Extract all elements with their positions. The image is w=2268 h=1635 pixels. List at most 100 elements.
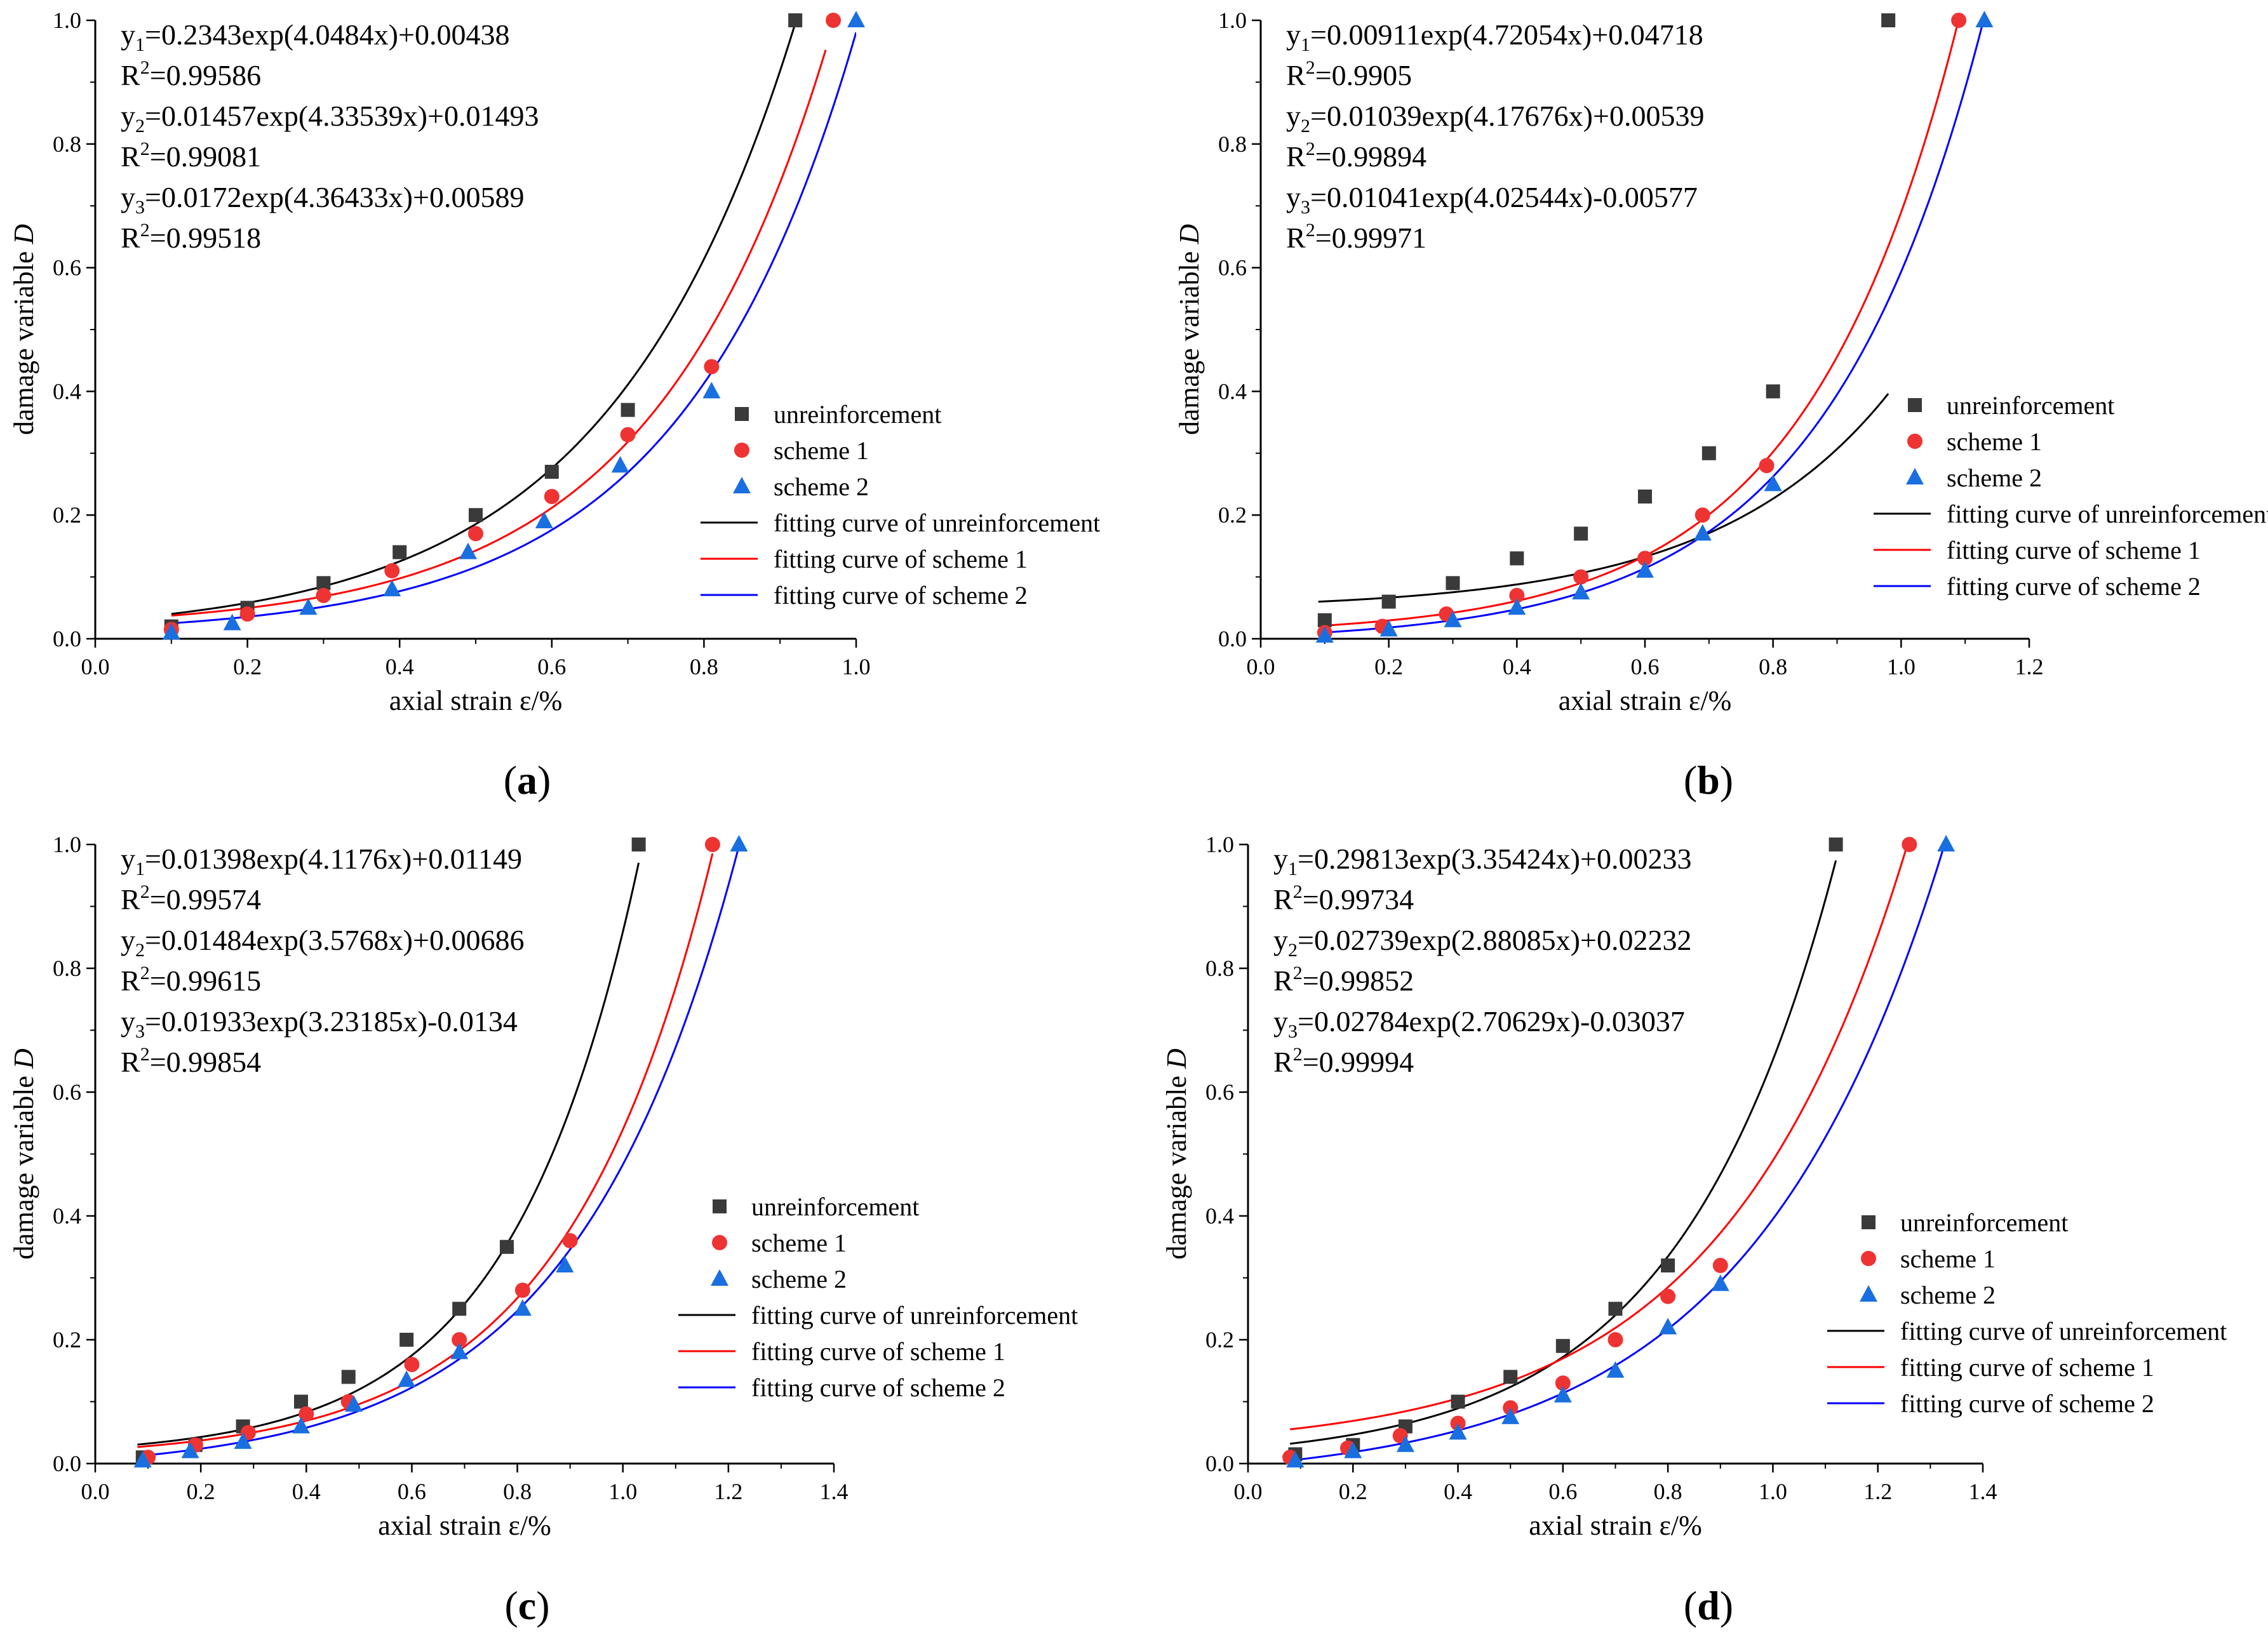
data-point-series-2 [1636,561,1654,578]
data-point-series-0 [399,1333,414,1347]
data-point-series-1 [1902,837,1917,852]
fit-equation: R2=0.99734 [1273,881,1414,916]
data-point-series-1 [239,606,255,622]
data-point-series-2 [223,613,241,631]
data-point-series-1 [1573,569,1589,585]
data-point-series-1 [514,1283,530,1298]
fit-curve-1 [1289,842,1910,1431]
legend-label: scheme 1 [1947,427,2042,456]
x-axis-label: axial strain ε/% [1559,685,1732,716]
y-tick-label: 0.6 [1205,1079,1234,1105]
data-point-series-0 [1661,1258,1675,1272]
legend-label: fitting curve of scheme 2 [774,581,1028,610]
data-point-series-2 [1975,11,1994,27]
data-point-series-1 [1951,13,1967,28]
y-tick-label: 1.0 [1205,832,1234,857]
data-point-series-1 [620,427,636,443]
data-point-series-0 [1608,1302,1623,1316]
data-point-series-1 [704,359,720,375]
data-point-series-1 [544,488,560,504]
x-axis-label: axial strain ε/% [378,1510,551,1541]
data-point-series-0 [1510,551,1524,566]
data-point-series-0 [341,1370,356,1384]
data-point-series-0 [469,508,483,523]
fit-equation: R2=0.99615 [121,963,261,997]
y-axis-label: damage variable D [1174,224,1205,436]
fit-equation: y2=0.01039exp(4.17676x)+0.00539 [1286,100,1704,137]
data-point-series-2 [1449,1423,1467,1440]
panel-label: (b) [1684,757,1733,803]
x-tick-label: 0.4 [1444,1479,1472,1504]
data-point-series-2 [535,511,553,528]
panel-a: 0.0 0.2 0.4 0.6 0.8 1.0 0.0 0.2 0.4 0.6 0.8 1.0 axia… [8,8,1100,803]
y-tick-label: 1.0 [1218,8,1247,33]
data-point-series-1 [404,1357,420,1372]
y-tick-label: 0.2 [1218,502,1247,528]
fit-curve-0 [137,862,640,1446]
fit-equation: y2=0.01457exp(4.33539x)+0.01493 [121,100,539,137]
data-point-series-0 [544,465,559,479]
y-tick-label: 0.8 [1205,956,1234,981]
legend-label: fitting curve of unreinforcement [774,509,1100,537]
x-tick-label: 1.0 [608,1479,637,1504]
fit-equation: R2=0.99574 [121,881,261,916]
data-point-series-2 [1764,474,1782,491]
data-point-series-2 [345,1395,363,1412]
data-point-series-0 [393,545,407,559]
data-point-series-2 [702,382,721,399]
y-tick-label: 0.2 [53,1327,81,1352]
legend-marker-0 [713,1199,727,1213]
data-point-series-2 [1344,1441,1362,1458]
x-tick-label: 0.8 [690,654,718,679]
y-axis-label: damage variable D [8,1048,39,1260]
data-point-series-2 [450,1342,469,1359]
legend-marker-0 [735,407,749,421]
fit-equation: y1=0.29813exp(3.35424x)+0.00233 [1273,843,1691,879]
y-tick-label: 0.2 [1205,1327,1234,1352]
fit-equation: y2=0.02739exp(2.88085x)+0.02232 [1273,924,1691,961]
fit-curve-2 [171,32,856,625]
legend-label: unreinforcement [1947,391,2114,420]
data-point-series-2 [556,1256,574,1272]
x-tick-label: 1.2 [2015,654,2044,679]
panel-b: 0.0 0.2 0.4 0.6 0.8 1.0 1.2 0.0 0.2 0.4 0.6 0.8 1.0 a… [1174,8,2268,803]
x-tick-label: 0.0 [81,654,110,679]
x-tick-label: 0.2 [187,1479,215,1504]
data-point-series-2 [1572,582,1590,599]
legend-label: unreinforcement [774,400,941,429]
data-point-series-1 [384,563,400,578]
y-tick-label: 1.0 [53,8,81,33]
legend-label: unreinforcement [751,1192,919,1221]
data-point-series-2 [1286,1451,1305,1468]
panel-label: (c) [504,1583,549,1628]
fit-equation: R2=0.99994 [1273,1044,1414,1078]
data-point-series-1 [1660,1288,1676,1304]
data-point-series-0 [1555,1338,1570,1353]
x-tick-label: 0.0 [1247,654,1275,679]
data-point-series-2 [181,1441,199,1458]
x-tick-label: 0.4 [1503,654,1531,679]
legend-marker-1 [1861,1251,1876,1266]
legend-label: scheme 1 [774,436,869,465]
y-tick-label: 0.6 [1218,255,1247,281]
x-tick-label: 0.6 [537,654,566,679]
x-tick-label: 1.4 [1969,1479,1997,1504]
legend-label: fitting curve of scheme 2 [751,1373,1005,1402]
x-tick-label: 0.8 [1654,1479,1682,1504]
legend-label: fitting curve of scheme 1 [1900,1353,2154,1382]
data-point-series-2 [1315,626,1334,643]
data-point-series-0 [788,13,803,27]
data-point-series-1 [704,837,720,852]
legend-label: fitting curve of scheme 2 [1947,572,2201,601]
x-tick-label: 1.2 [1863,1479,1892,1504]
legend-marker-2 [711,1269,728,1286]
x-tick-label: 0.0 [81,1479,110,1504]
data-point-series-0 [1828,838,1843,851]
fit-equation: R2=0.99081 [121,138,261,173]
x-axis-label: axial strain ε/% [389,685,563,716]
x-tick-label: 0.8 [503,1479,532,1504]
data-point-series-0 [293,1394,308,1409]
data-point-series-1 [1555,1375,1571,1391]
y-tick-label: 0.4 [53,378,81,404]
